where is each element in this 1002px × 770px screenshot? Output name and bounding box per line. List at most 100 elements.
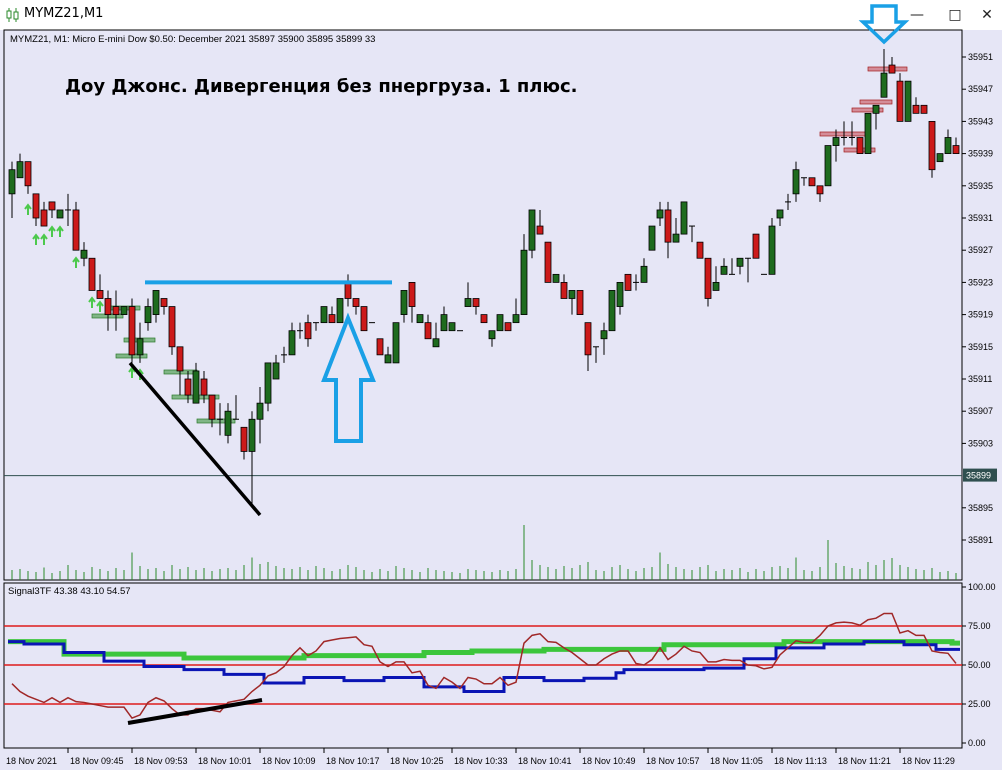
- up-signal-arrow-icon: [24, 203, 32, 215]
- time-axis-label: 18 Nov 09:53: [134, 756, 188, 766]
- candle: [776, 209, 784, 227]
- candle: [304, 314, 312, 347]
- candle: [408, 281, 416, 323]
- up-signal-arrow-icon: [32, 233, 40, 245]
- current-price-badge: [963, 468, 997, 482]
- candle-body: [376, 338, 384, 356]
- candle: [88, 257, 96, 291]
- candle: [16, 153, 24, 179]
- candle-body: [576, 290, 584, 316]
- candle-body: [144, 306, 152, 324]
- candle-body: [48, 201, 56, 211]
- candle: [200, 370, 208, 404]
- candle-body: [568, 290, 576, 299]
- candle: [849, 121, 855, 146]
- candle: [672, 218, 680, 243]
- candle-body: [520, 249, 528, 315]
- candle-body: [560, 281, 568, 299]
- candle-body: [8, 169, 16, 195]
- candle-body: [712, 281, 720, 291]
- candle: [600, 322, 608, 355]
- candle: [136, 322, 144, 363]
- candle: [40, 201, 48, 227]
- candle: [912, 97, 920, 114]
- candle: [360, 306, 368, 332]
- candle-body: [384, 354, 392, 364]
- candle-body: [192, 370, 200, 404]
- up-signal-arrow-icon: [88, 296, 96, 308]
- candlestick-icon: [6, 8, 19, 22]
- candle: [336, 298, 344, 324]
- candle: [704, 257, 712, 307]
- price-tick-label: 35951: [968, 52, 993, 62]
- candle-body: [600, 330, 608, 340]
- up-signal-arrow-icon: [96, 300, 104, 312]
- candle-body: [400, 290, 408, 316]
- candle: [888, 57, 896, 74]
- candle-body: [672, 233, 680, 243]
- candle: [272, 354, 280, 380]
- candle: [32, 193, 40, 227]
- candle-body: [824, 145, 832, 187]
- up-signal-arrow-icon: [48, 225, 56, 237]
- candle: [96, 274, 104, 299]
- candle: [576, 290, 584, 316]
- maximize-icon: □: [948, 7, 962, 23]
- time-axis-label: 18 Nov 11:05: [710, 756, 763, 766]
- candle: [416, 314, 424, 324]
- candle: [841, 121, 847, 146]
- time-axis-label: 18 Nov 10:17: [326, 756, 380, 766]
- time-axis-label: 18 Nov 10:09: [262, 756, 316, 766]
- candle-body: [896, 80, 904, 122]
- candle-body: [344, 281, 352, 299]
- candle: [313, 322, 319, 331]
- minimize-button[interactable]: —: [900, 0, 934, 30]
- candle: [656, 201, 664, 227]
- candle: [560, 274, 568, 299]
- candle: [824, 145, 832, 187]
- candle-body: [240, 426, 248, 452]
- candle-body: [328, 314, 336, 324]
- candle: [376, 338, 384, 356]
- candle: [384, 346, 392, 364]
- indicator-info-line: Signal3TF 43.38 43.10 54.57: [8, 586, 131, 597]
- candle-body: [944, 137, 952, 155]
- candle: [593, 346, 599, 363]
- price-tick-label: 35895: [968, 503, 993, 513]
- candle-body: [904, 80, 912, 122]
- candle-body: [336, 298, 344, 324]
- candle-body: [360, 306, 368, 332]
- candle: [56, 209, 64, 219]
- candle-body: [160, 298, 168, 307]
- candle: [472, 298, 480, 315]
- candle-body: [112, 306, 120, 315]
- candle-body: [608, 290, 616, 332]
- indicator-tick-label: 0.00: [968, 738, 986, 748]
- candle: [864, 112, 872, 154]
- candle: [936, 153, 944, 163]
- candle-body: [264, 362, 272, 404]
- candle-body: [872, 104, 880, 114]
- candle-body: [176, 346, 184, 372]
- candle: [112, 290, 120, 331]
- candle: [480, 314, 488, 324]
- candle: [400, 290, 408, 323]
- price-tick-label: 35947: [968, 84, 993, 94]
- candle: [104, 290, 112, 331]
- chart-annotation-text: Доу Джонс. Дивергенция без пнергруза. 1 …: [65, 76, 578, 97]
- candle: [616, 281, 624, 315]
- candle-body: [16, 161, 24, 179]
- candle-body: [752, 233, 760, 259]
- price-tick-label: 35911: [968, 374, 992, 384]
- time-axis-label: 18 Nov 09:45: [70, 756, 124, 766]
- close-button[interactable]: ✕: [970, 0, 1002, 30]
- time-axis-label: 18 Nov 10:25: [390, 756, 444, 766]
- candle: [624, 273, 632, 291]
- candle: [352, 298, 360, 315]
- maximize-button[interactable]: □: [938, 0, 972, 30]
- price-tick-label: 35923: [968, 277, 993, 287]
- candle: [808, 177, 816, 187]
- candle-body: [56, 209, 64, 219]
- candle: [633, 274, 639, 291]
